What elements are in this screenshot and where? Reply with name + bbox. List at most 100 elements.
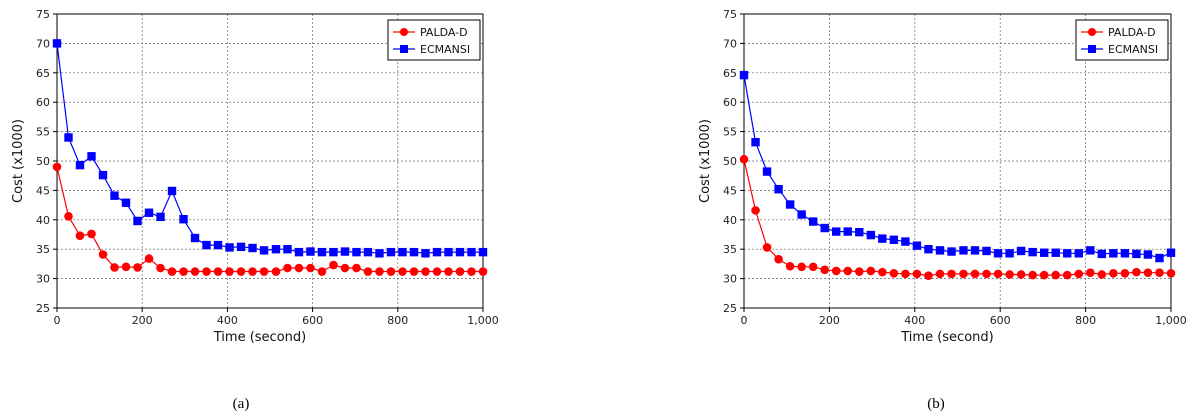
y-tick-label: 70 <box>723 37 737 50</box>
y-tick-label: 30 <box>36 273 50 286</box>
data-point <box>774 254 783 264</box>
data-point <box>340 247 350 256</box>
data-point <box>785 261 795 271</box>
data-point <box>820 265 830 275</box>
x-tick-label: 0 <box>741 314 748 327</box>
data-point <box>236 267 246 276</box>
data-point <box>167 267 177 276</box>
data-point <box>386 267 396 276</box>
data-point <box>64 133 73 142</box>
chart-b: 25 30 35 40 45 50 55 60 65 70 75 0 200 400 600 800 1,000… <box>698 8 1187 412</box>
data-point <box>808 217 818 226</box>
legend-marker <box>1088 45 1096 53</box>
data-point <box>1062 270 1072 280</box>
y-tick-label: 60 <box>36 96 50 109</box>
x-tick-label: 400 <box>217 314 238 327</box>
data-point <box>924 245 933 254</box>
data-point <box>1132 267 1141 277</box>
y-tick-label: 35 <box>723 243 737 256</box>
data-point <box>739 154 749 164</box>
data-point <box>970 246 980 255</box>
legend-marker <box>1088 28 1096 36</box>
data-point <box>1143 250 1153 259</box>
data-point <box>432 267 442 276</box>
data-point <box>1132 249 1141 259</box>
data-point <box>1166 248 1176 257</box>
data-point <box>1074 269 1084 279</box>
data-point <box>878 234 887 243</box>
data-point <box>935 269 945 279</box>
data-point <box>1097 270 1107 279</box>
series-line <box>56 43 483 254</box>
data-point <box>739 70 749 80</box>
data-point <box>751 137 760 147</box>
series-line <box>56 166 483 273</box>
data-point <box>1109 249 1118 258</box>
y-tick-label: 55 <box>723 126 737 139</box>
data-point <box>409 267 419 276</box>
x-tick-label: 200 <box>819 314 840 327</box>
data-point <box>248 267 257 276</box>
data-point <box>993 249 1003 258</box>
data-point <box>75 160 85 170</box>
y-tick-label: 50 <box>723 155 737 168</box>
series-line <box>743 75 1172 259</box>
x-tick-label: 1,000 <box>467 314 499 327</box>
y-axis-label: Cost (x1000) <box>698 119 713 203</box>
data-point <box>1120 249 1130 258</box>
data-point <box>167 186 177 196</box>
data-point <box>225 243 234 252</box>
data-point <box>820 223 829 233</box>
data-point <box>179 215 188 224</box>
legend-label: ECMANSI <box>1108 43 1158 56</box>
plot-frame <box>56 13 484 309</box>
data-point <box>455 267 465 276</box>
data-point <box>785 200 795 209</box>
data-point <box>797 262 806 272</box>
legend: PALDA-D ECMANSI <box>1075 19 1169 61</box>
data-point <box>1039 270 1049 280</box>
data-point <box>901 269 910 279</box>
data-point <box>121 198 131 207</box>
data-point <box>87 229 96 239</box>
data-point <box>306 247 315 256</box>
data-point <box>1120 269 1130 278</box>
legend-label: PALDA-D <box>420 26 468 39</box>
data-point <box>202 267 211 276</box>
legend-box <box>387 19 481 61</box>
data-point <box>87 152 96 161</box>
y-tick-label: 55 <box>36 126 50 139</box>
data-point <box>866 266 876 276</box>
legend-marker <box>400 28 408 36</box>
data-point <box>478 247 488 257</box>
chart-a: 25 30 35 40 45 50 55 60 65 70 75 0 200 400 600 800 1,000… <box>11 8 499 412</box>
data-point <box>1016 246 1026 256</box>
data-point <box>225 267 234 276</box>
series-ecmansi <box>739 70 1176 263</box>
data-point <box>421 267 430 276</box>
data-point <box>959 269 968 279</box>
data-point <box>432 247 442 257</box>
data-point <box>1051 270 1061 280</box>
data-point <box>202 240 211 250</box>
x-tick-label: 200 <box>132 314 153 327</box>
data-point <box>1086 246 1095 255</box>
data-point <box>329 260 338 270</box>
x-axis-label: Time (second) <box>213 330 306 345</box>
data-point <box>375 267 384 276</box>
data-point <box>1005 270 1014 279</box>
data-point <box>751 206 760 215</box>
x-tick-label: 400 <box>904 314 925 327</box>
legend-label: ECMANSI <box>420 43 470 56</box>
data-point <box>1109 269 1118 278</box>
data-point <box>982 269 991 279</box>
data-point <box>156 212 165 222</box>
legend-label: PALDA-D <box>1108 26 1156 39</box>
data-point <box>363 247 373 257</box>
data-point <box>1143 268 1153 278</box>
data-point <box>467 247 476 257</box>
y-tick-label: 35 <box>36 243 50 256</box>
y-tick-label: 65 <box>36 67 50 80</box>
y-tick-label: 40 <box>36 214 50 227</box>
